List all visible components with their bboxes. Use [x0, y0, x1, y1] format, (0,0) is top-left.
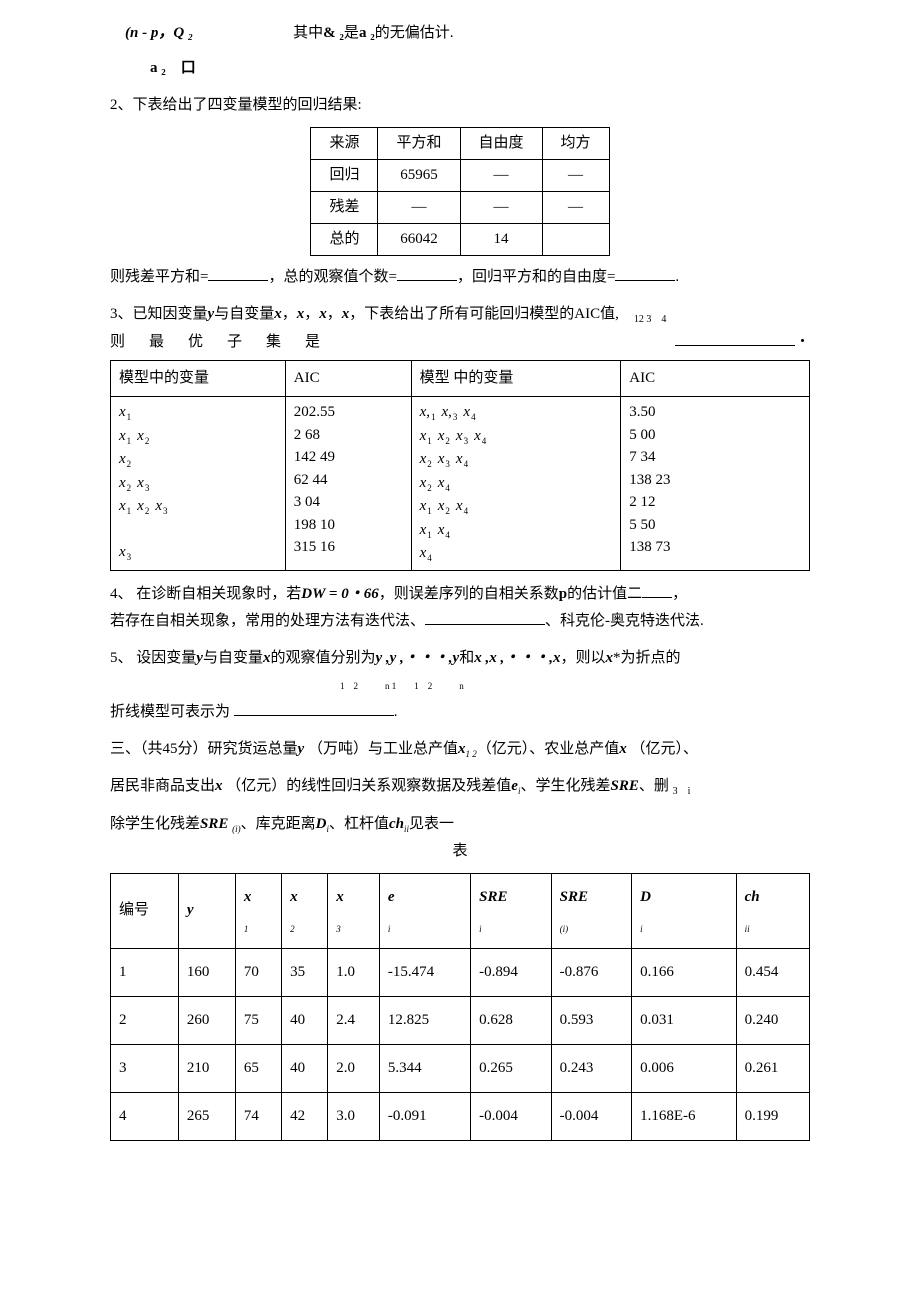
blank [642, 582, 672, 598]
table-title: 表 [110, 838, 810, 865]
right-vars-cell: x,1x,3x4 x1x2x3x4 x2x3x4 x2x4 x1x2x4 x1x… [411, 397, 621, 571]
header-formula-line: (n - p，Q ₂ 其中& ₂是a ₂的无偏估计. [110, 20, 810, 47]
question-2: 2、下表给出了四变量模型的回归结果: 来源 平方和 自由度 均方 回归 6596… [110, 92, 810, 291]
aic-table: 模型中的变量 AIC 模型 中的变量 AIC x1 x1x2 x2 x2x3 x… [110, 360, 810, 571]
table-row: 回归 65965 — — [311, 160, 609, 192]
blank [234, 700, 394, 716]
table-row: 模型中的变量 AIC 模型 中的变量 AIC [111, 361, 810, 397]
q2-fillin: 则残差平方和=，总的观察值个数=，回归平方和的自由度=. [110, 264, 810, 291]
table-row: 4 265 74 42 3.0 -0.091 -0.004 -0.004 1.1… [111, 1092, 810, 1140]
th: x2 [282, 873, 328, 948]
blank [425, 609, 545, 625]
q3-prompt: 3、已知因变量y与自变量x，x，x，x，下表给出了所有可能回归模型的AIC值, … [110, 301, 810, 329]
left-aic-cell: 202.55 2 68 142 49 62 44 3 04 198 10 315… [285, 397, 411, 571]
question-5: 5、 设因变量y与自变量x的观察值分别为y ,y ,・・・,y和x ,x ,・・… [110, 645, 810, 726]
table-row: 2 260 75 40 2.4 12.825 0.628 0.593 0.031… [111, 996, 810, 1044]
table-row: 总的 66042 14 [311, 224, 609, 256]
th: x3 [328, 873, 380, 948]
blank [208, 265, 268, 281]
table-row: 1 160 70 35 1.0 -15.474 -0.894 -0.876 0.… [111, 948, 810, 996]
formula-sub-line: a ₂ 口 [150, 55, 810, 82]
blank [397, 265, 457, 281]
th: 自由度 [460, 128, 542, 160]
th: x1 [235, 873, 281, 948]
right-aic-cell: 3.50 5 00 7 34 138 23 2 12 5 50 138 73 [621, 397, 810, 571]
formula-explain: 其中& ₂是a ₂的无偏估计. [293, 20, 453, 47]
th: y [178, 873, 235, 948]
question-4: 4、 在诊断自相关现象时，若DW = 0・66，则误差序列的自相关系数p的估计值… [110, 581, 810, 635]
table-row: 编号 y x1 x2 x3 ei SREi SRE(i) Di chii [111, 873, 810, 948]
blank [675, 330, 795, 346]
q2-prompt: 2、下表给出了四变量模型的回归结果: [110, 92, 810, 119]
th: chii [736, 873, 809, 948]
table-row: 3 210 65 40 2.0 5.344 0.265 0.243 0.006 … [111, 1044, 810, 1092]
table-row: 残差 — — — [311, 192, 609, 224]
sub-indices: 1 2 n 1 1 2 n [340, 681, 464, 691]
anova-table: 来源 平方和 自由度 均方 回归 65965 — — 残差 — — — 总的 6… [310, 127, 609, 256]
th: 编号 [111, 873, 179, 948]
th: SRE(i) [551, 873, 631, 948]
formula-left: (n - p，Q ₂ [125, 20, 193, 47]
question-3: 3、已知因变量y与自变量x，x，x，x，下表给出了所有可能回归模型的AIC值, … [110, 301, 810, 571]
th: 平方和 [378, 128, 460, 160]
blank [615, 265, 675, 281]
th: ei [379, 873, 470, 948]
left-vars-cell: x1 x1x2 x2 x2x3 x1x2x3 x3 [111, 397, 286, 571]
question-san: 三、（共45分）研究货运总量y （万吨）与工业总产值x1 2（亿元）、农业总产值… [110, 736, 810, 1141]
th: SREi [471, 873, 551, 948]
data-table: 编号 y x1 x2 x3 ei SREi SRE(i) Di chii 1 1… [110, 873, 810, 1141]
th: 均方 [542, 128, 609, 160]
th: Di [632, 873, 737, 948]
th: 来源 [311, 128, 378, 160]
table-row: 来源 平方和 自由度 均方 [311, 128, 609, 160]
q3-line2: 则最优子集是 ・ [110, 329, 810, 356]
table-row: x1 x1x2 x2 x2x3 x1x2x3 x3 202.55 2 68 14… [111, 397, 810, 571]
